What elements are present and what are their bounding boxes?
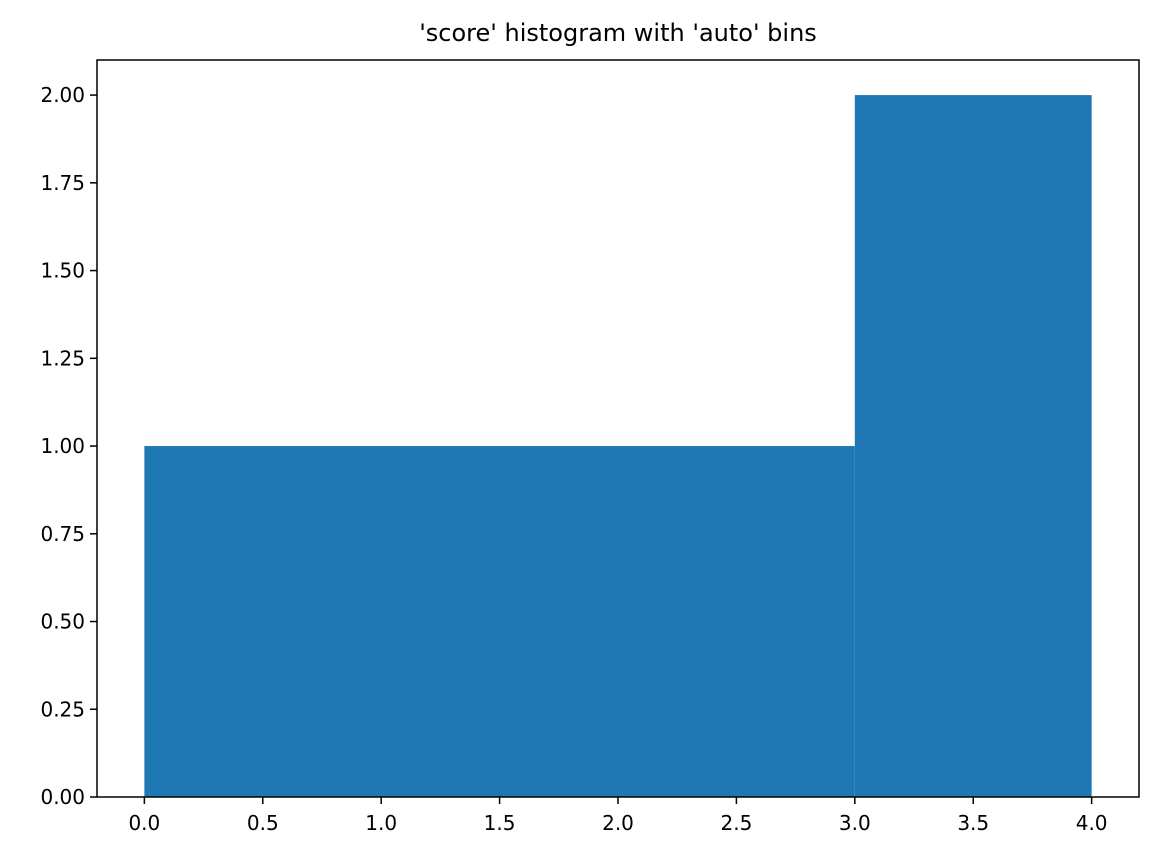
x-tick-label: 4.0 — [1076, 811, 1108, 835]
x-tick-label: 1.5 — [484, 811, 516, 835]
x-tick-label: 0.5 — [247, 811, 279, 835]
x-tick-label: 1.0 — [365, 811, 397, 835]
x-tick-label: 3.5 — [957, 811, 989, 835]
y-tick-label: 2.00 — [40, 83, 85, 107]
y-tick-label: 0.25 — [40, 697, 85, 721]
bars-layer — [144, 95, 1092, 798]
y-tick-label: 1.25 — [40, 346, 85, 370]
y-tick-label: 1.75 — [40, 171, 85, 195]
y-axis: 0.00 0.25 0.50 0.75 1.00 1.25 1.50 1.75 2.00 — [40, 83, 97, 809]
y-tick-label: 1.00 — [40, 434, 85, 458]
y-tick-label: 1.50 — [40, 259, 85, 283]
x-tick-label: 2.0 — [602, 811, 634, 835]
chart-title: 'score' histogram with 'auto' bins — [419, 19, 817, 47]
y-tick-label: 0.50 — [40, 610, 85, 634]
y-tick-label: 0.75 — [40, 522, 85, 546]
x-tick-label: 0.0 — [128, 811, 160, 835]
histogram-bar-1 — [854, 95, 1092, 798]
histogram-bar-0 — [144, 446, 855, 797]
x-tick-label: 2.5 — [721, 811, 753, 835]
y-tick-label: 0.00 — [40, 785, 85, 809]
x-axis: 0.0 0.5 1.0 1.5 2.0 2.5 3.0 3.5 4.0 — [128, 797, 1108, 835]
x-tick-label: 3.0 — [839, 811, 871, 835]
